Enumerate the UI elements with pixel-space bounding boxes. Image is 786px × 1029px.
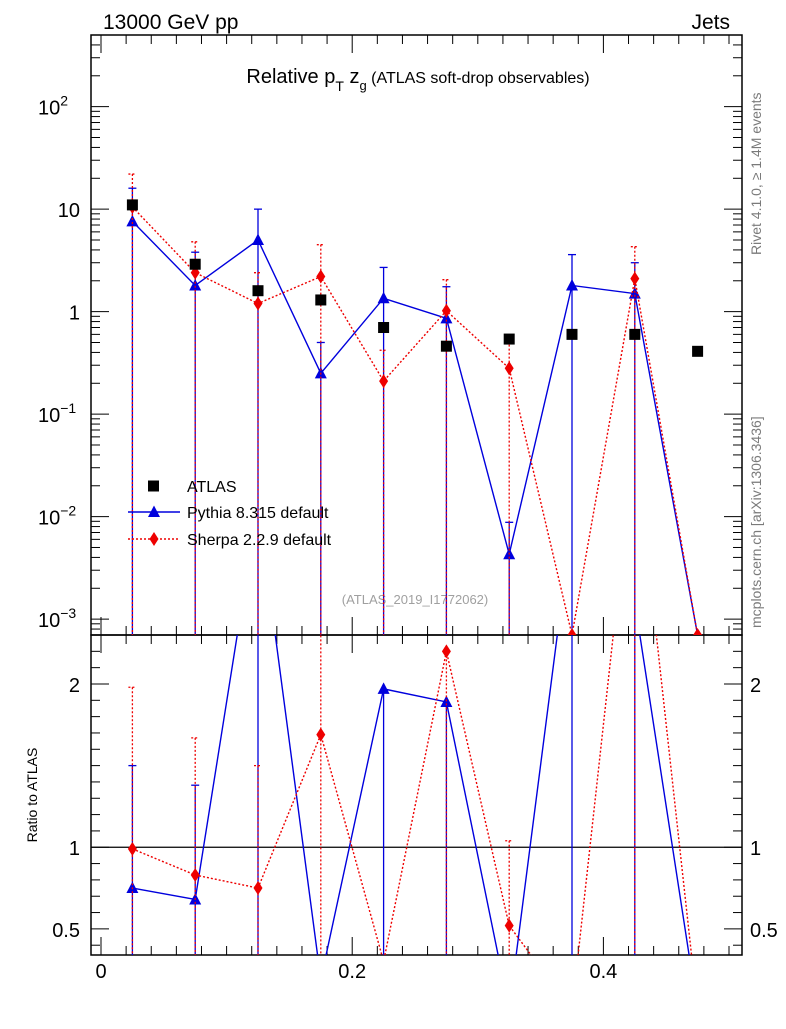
sherpa-ratio-marker [568,1003,577,1017]
ratio-plot-area [126,635,704,1017]
atlas-data-point [378,322,390,334]
y-tick-label-main: 10 [58,200,80,222]
sherpa-ratio-marker [383,954,384,955]
atlas-data-point [566,328,578,340]
atlas-data-point [315,294,327,306]
y-tick-label-main: 1 [69,303,80,325]
pythia-line [131,220,699,635]
legend-pythia-marker [148,505,160,517]
pythia-ratio-marker [692,1004,704,1016]
y-tick-label-ratio: 0.5 [52,920,80,942]
x-tick-label: 0.2 [338,961,366,983]
sherpa-ratio-marker [441,644,451,659]
pythia-marker [126,214,139,227]
y-tick-label-ratio: 1 [69,838,80,860]
ratio-panel-frame [90,634,743,956]
pythia-marker [377,291,390,304]
pythia-marker [314,366,327,379]
legend-label: Sherpa 2.2.9 default [187,532,332,549]
y-tick-label-main: 10−3 [38,605,76,632]
x-tick-label: 0.4 [589,961,617,983]
axes-layer: 0 0.2 0.4 102 10 1 10−1 10−2 10−3 0.5 0.5 1 1 2 2 [38,34,778,983]
sherpa-ratio-marker [504,918,514,933]
sherpa-marker [379,374,389,389]
sherpa-ratio-marker [693,1003,702,1017]
sherpa-marker [253,296,263,311]
legend-label: ATLAS [187,479,237,496]
atlas-data-point [440,340,452,352]
sherpa-ratio-marker [316,727,326,742]
rivet-version-label: Rivet 4.1.0, ≥ 1.4M events [748,92,764,255]
sherpa-marker [316,269,326,284]
y-tick-label-ratio: 2 [69,675,80,697]
legend: ATLAS Pythia 8.315 default Sherpa 2.2.9 de… [128,479,332,549]
pythia-marker [252,233,264,245]
atlas-data-point [126,199,138,211]
main-plot-area [126,173,704,635]
plot-title: Relative pT zg (ATLAS soft-drop observab… [246,66,589,94]
pythia-ratio-marker [503,1003,515,1015]
sherpa-ratio-marker [253,881,263,896]
y-tick-label-main: 102 [38,93,68,120]
pythia-ratio-marker [377,682,390,694]
legend-atlas-marker [148,480,159,492]
sherpa-marker [630,271,640,286]
series-layer [126,173,704,1017]
sherpa-marker [693,628,703,635]
sherpa-marker [504,361,514,376]
legend-sherpa-marker [149,532,159,546]
legend-label: Pythia 8.315 default [187,505,329,522]
atlas-data-point [629,328,641,340]
y-tick-label-main: 10−2 [38,503,76,530]
pythia-marker [189,278,202,291]
y-tick-label-ratio-right: 1 [750,838,761,860]
y-tick-label-ratio-right: 2 [750,675,761,697]
atlas-data-point [692,345,704,357]
atlas-data-point [189,258,201,270]
pythia-ratio-line [132,635,690,955]
ratio-axis-label: Ratio to ATLAS [24,748,40,843]
y-tick-label-main: 10−1 [38,400,76,427]
sherpa-marker [441,303,451,318]
sherpa-ratio-line [132,635,693,955]
sherpa-ratio-marker [127,841,137,856]
atlas-data-point [252,285,264,297]
jets-label: Jets [691,11,730,34]
sherpa-line [131,206,699,635]
sherpa-marker [567,628,577,635]
atlas-data-point [503,333,515,345]
sherpa-ratio-marker [190,868,200,882]
pythia-ratio-marker [315,973,327,985]
x-tick-label: 0 [95,961,106,983]
analysis-id: (ATLAS_2019_I1772062) [342,592,488,607]
beam-energy-label: 13000 GeV pp [103,11,238,34]
y-tick-label-ratio-right: 0.5 [750,920,778,942]
pythia-marker [566,278,578,291]
mcplots-label: mcplots.cern.ch [arXiv:1306.3436] [748,416,764,628]
